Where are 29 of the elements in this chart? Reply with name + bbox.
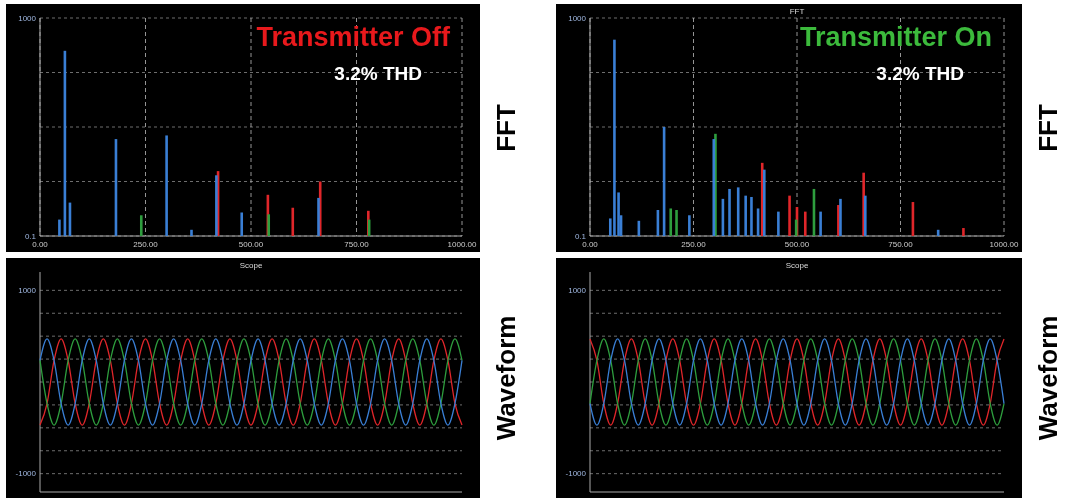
y-tick-label: 0.1 xyxy=(574,231,587,241)
y-tick-label: 1000 xyxy=(568,286,587,296)
annotation: 3.2% THD xyxy=(334,63,422,84)
y-tick-label: 1000 xyxy=(18,13,37,23)
y-tick-label: -1000 xyxy=(565,469,587,479)
y-tick-label: 0.1 xyxy=(24,231,37,241)
y-tick-label: 1000 xyxy=(568,13,587,23)
y2-axis-title: FFT xyxy=(1033,104,1064,152)
chart-subtitle: Transmitter On xyxy=(799,22,992,52)
annotation: 3.2% THD xyxy=(876,63,964,84)
y-tick-label: 1000 xyxy=(18,286,37,296)
x-tick-label: 1000.00 xyxy=(989,240,1020,249)
x-tick-label: 500.00 xyxy=(784,240,810,249)
x-tick-label: 0.00 xyxy=(582,240,599,249)
x-tick-label: 1000.00 xyxy=(447,240,478,249)
x-tick-label: 750.00 xyxy=(888,240,914,249)
x-tick-label: 750.00 xyxy=(344,240,370,249)
x-tick-label: 500.00 xyxy=(238,240,264,249)
x-tick-label: 250.00 xyxy=(681,240,707,249)
y2-axis-title: Waveform xyxy=(1033,315,1064,441)
x-tick-label: 250.00 xyxy=(133,240,159,249)
y-tick-label: -1000 xyxy=(15,469,37,479)
y2-axis-title: FFT xyxy=(491,104,522,152)
chart-subtitle: Transmitter Off xyxy=(256,22,451,52)
y2-axis-title: Waveform xyxy=(491,315,522,441)
chart-title: Scope xyxy=(239,261,263,270)
chart-title: Scope xyxy=(785,261,809,270)
x-tick-label: 0.00 xyxy=(32,240,49,249)
chart-title: FFT xyxy=(789,7,805,16)
